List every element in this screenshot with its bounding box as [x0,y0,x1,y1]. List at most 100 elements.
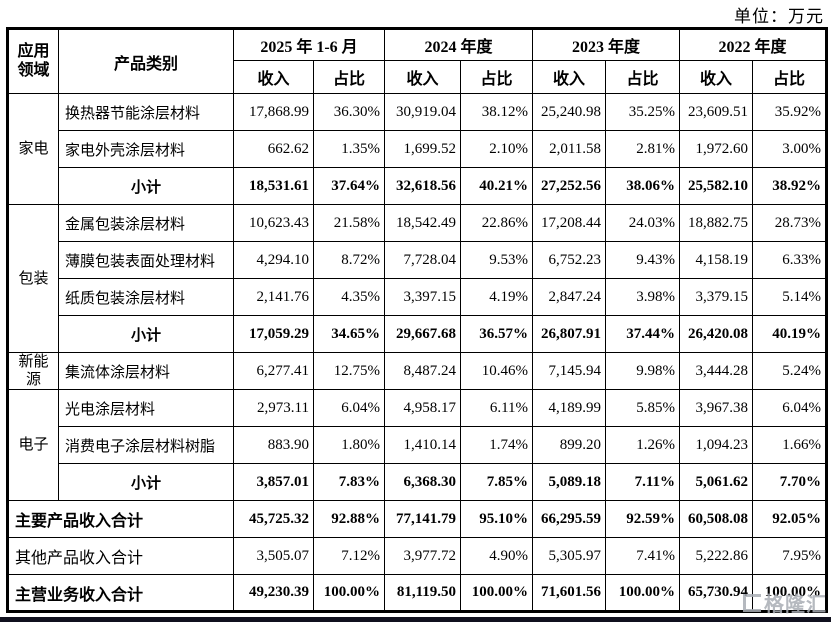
header-period-2024: 2024 年度 [383,28,534,61]
product-name-cell: 小计 [58,167,234,205]
product-name-cell: 薄膜包装表面处理材料 [58,241,234,279]
application-domain-cell: 家电 [7,93,59,205]
income-value-cell: 7,728.04 [384,241,461,279]
income-value-cell: 10,623.43 [233,204,314,242]
revenue-table: 应用 领域 产品类别 2025 年 1-6 月 2024 年度 2023 年度 … [6,27,829,613]
ratio-value-cell: 38.92% [752,167,828,205]
income-value-cell: 18,531.61 [233,167,314,205]
header-period-row: 应用 领域 产品类别 2025 年 1-6 月 2024 年度 2023 年度 … [7,28,828,94]
income-value-cell: 4,158.19 [679,241,754,279]
income-value-cell: 5,305.97 [532,537,607,575]
income-value-cell: 2,011.58 [532,130,607,168]
ratio-value-cell: 5.24% [752,352,828,390]
income-value-cell: 3,977.72 [384,537,461,575]
header-income-2023: 收入 [532,60,607,94]
ratio-value-cell: 12.75% [313,352,385,390]
ratio-value-cell: 40.19% [752,315,828,353]
income-value-cell: 1,972.60 [679,130,754,168]
ratio-value-cell: 8.72% [313,241,385,279]
income-value-cell: 3,379.15 [679,278,754,316]
product-name-cell: 家电外壳涂层材料 [58,130,234,168]
ratio-value-cell: 5.85% [605,389,681,427]
table-row: 小计 18,531.61 37.64% 32,618.56 40.21% 27,252.5… [8,167,828,205]
income-value-cell: 1,699.52 [384,130,461,168]
header-period-2025: 2025 年 1-6 月 [233,28,385,61]
product-name-cell: 金属包装涂层材料 [58,204,234,242]
ratio-value-cell: 9.43% [605,241,681,279]
income-value-cell: 66,295.59 [532,500,607,538]
header-ratio-2022: 占比 [752,60,828,94]
product-name-cell: 小计 [58,463,234,501]
ratio-value-cell: 1.26% [605,426,681,464]
ratio-value-cell: 38.12% [459,93,534,131]
income-value-cell: 3,397.15 [384,278,461,316]
ratio-value-cell: 22.86% [459,204,534,242]
header-ratio-2024: 占比 [459,60,534,94]
table-row: 主要产品收入合计 45,725.32 92.88% 77,141.79 95.10% 66… [7,500,828,538]
income-value-cell: 6,752.23 [532,241,607,279]
income-value-cell: 23,609.51 [679,93,754,131]
ratio-value-cell: 36.57% [459,315,534,353]
table-header: 应用 领域 产品类别 2025 年 1-6 月 2024 年度 2023 年度 … [7,28,828,94]
income-value-cell: 2,141.76 [233,278,314,316]
income-value-cell: 71,601.56 [532,574,607,612]
ratio-value-cell: 9.53% [459,241,534,279]
ratio-value-cell: 100.00% [605,574,681,612]
income-value-cell: 2,847.24 [532,278,607,316]
ratio-value-cell: 100.00% [459,574,534,612]
application-domain-cell: 电子 [7,389,59,501]
product-name-cell: 换热器节能涂层材料 [58,93,234,131]
total-label-cell: 主营业务收入合计 [7,574,234,612]
table-row: 主营业务收入合计 49,230.39 100.00% 81,119.50 100.00%… [7,574,828,612]
ratio-value-cell: 92.88% [313,500,385,538]
income-value-cell: 32,618.56 [384,167,461,205]
ratio-value-cell: 6.04% [313,389,385,427]
income-value-cell: 4,958.17 [384,389,461,427]
income-value-cell: 77,141.79 [384,500,461,538]
ratio-value-cell: 37.64% [313,167,385,205]
ratio-value-cell: 3.00% [752,130,828,168]
application-domain-cell: 包装 [7,204,59,353]
product-name-cell: 集流体涂层材料 [58,352,234,390]
table-row: 家电 换热器节能涂层材料 17,868.99 36.30% 30,919.04 38.12… [7,93,828,205]
ratio-value-cell: 7.12% [313,537,385,575]
header-period-2022: 2022 年度 [679,28,828,61]
income-value-cell: 1,410.14 [384,426,461,464]
income-value-cell: 883.90 [233,426,314,464]
ratio-value-cell: 9.98% [605,352,681,390]
ratio-value-cell: 100.00% [313,574,385,612]
ratio-value-cell: 40.21% [459,167,534,205]
income-value-cell: 7,145.94 [532,352,607,390]
ratio-value-cell: 24.03% [605,204,681,242]
application-domain-cell: 新能源 [7,352,59,390]
product-name-cell: 纸质包装涂层材料 [58,278,234,316]
ratio-value-cell: 36.30% [313,93,385,131]
income-value-cell: 17,059.29 [233,315,314,353]
income-value-cell: 3,857.01 [233,463,314,501]
income-value-cell: 8,487.24 [384,352,461,390]
product-name-cell: 光电涂层材料 [58,389,234,427]
table-row: 小计 3,857.01 7.83% 6,368.30 7.85% 5,089.18 7.11… [8,463,828,501]
income-value-cell: 26,807.91 [532,315,607,353]
ratio-value-cell: 28.73% [752,204,828,242]
table-row: 新能源 集流体涂层材料 6,277.41 12.75% 8,487.24 10.46% 7,… [7,352,828,390]
ratio-value-cell: 7.70% [752,463,828,501]
ratio-value-cell: 4.19% [459,278,534,316]
income-value-cell: 25,582.10 [679,167,754,205]
ratio-value-cell: 35.25% [605,93,681,131]
ratio-value-cell: 7.41% [605,537,681,575]
product-name-cell: 消费电子涂层材料树脂 [58,426,234,464]
income-value-cell: 4,189.99 [532,389,607,427]
table-row: 电子 光电涂层材料 2,973.11 6.04% 4,958.17 6.11% 4,189.… [7,389,828,501]
watermark-text: 格隆汇 [764,594,827,616]
header-subcolumn-row: 收入 占比 收入 占比 收入 占比 收入 占比 [8,60,828,94]
ratio-value-cell: 1.35% [313,130,385,168]
header-ratio-2023: 占比 [605,60,681,94]
income-value-cell: 6,277.41 [233,352,314,390]
gelonghui-bracket-icon [743,593,761,612]
header-product-category: 产品类别 [58,28,234,94]
ratio-value-cell: 7.85% [459,463,534,501]
income-value-cell: 29,667.68 [384,315,461,353]
income-value-cell: 49,230.39 [233,574,314,612]
total-label-cell: 主要产品收入合计 [7,500,234,538]
